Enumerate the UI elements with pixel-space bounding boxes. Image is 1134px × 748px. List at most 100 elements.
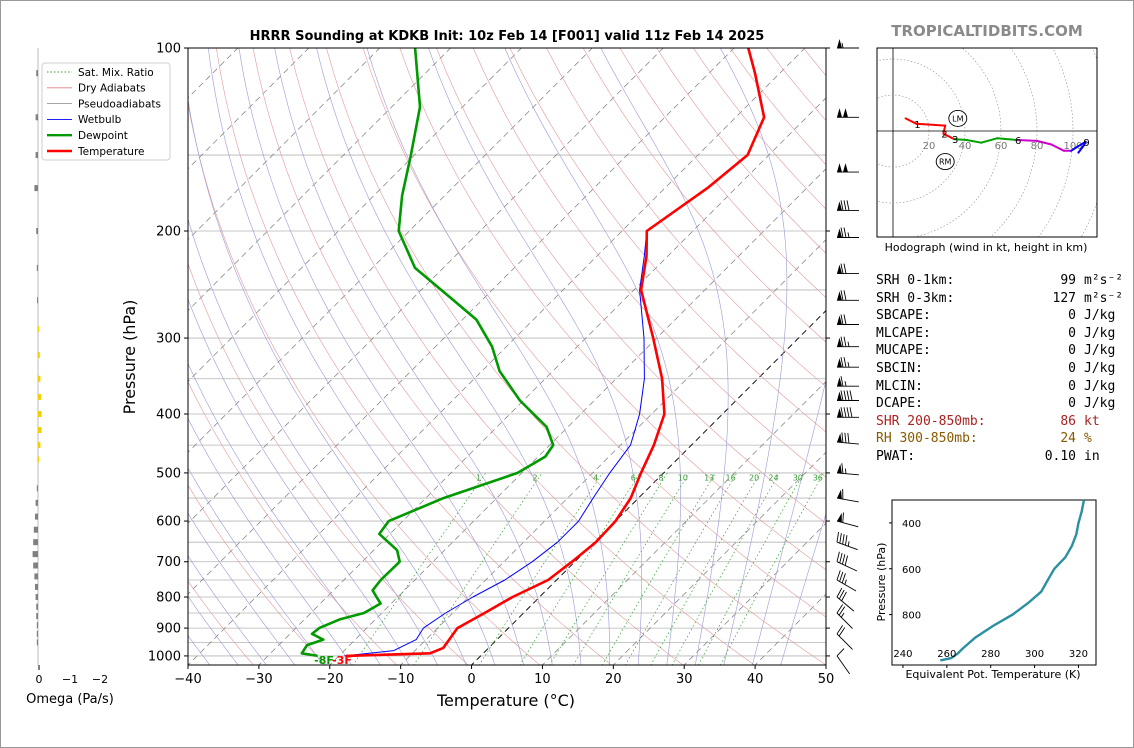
stat-value: 86 xyxy=(1060,413,1076,429)
mixing-ratio-label: 2 xyxy=(532,473,537,482)
barb-half xyxy=(844,468,847,474)
barb-flag xyxy=(837,408,842,418)
hodograph-caption: Hodograph (wind in kt, height in km) xyxy=(885,241,1088,254)
wind-barb xyxy=(836,570,857,592)
barb-half xyxy=(840,612,845,618)
barb-flag xyxy=(837,513,842,523)
dry-adiabat xyxy=(362,48,826,618)
wind-barb xyxy=(837,227,859,238)
x-tick-label: 50 xyxy=(818,672,835,687)
barb-full xyxy=(836,604,844,614)
stat-unit: m²s⁻² xyxy=(1084,290,1124,306)
pseudoadiabat xyxy=(600,48,729,665)
barb-full xyxy=(849,390,853,401)
stat-label: MLCIN: xyxy=(876,378,923,394)
stat-label: SRH 0-1km: xyxy=(876,273,955,288)
omega-bar xyxy=(35,594,38,601)
surface-temperature-label: -3F xyxy=(332,654,352,667)
barb-half xyxy=(847,362,850,368)
stat-unit: J/kg xyxy=(1084,325,1116,341)
hodograph-frame xyxy=(876,47,1098,238)
barb-full xyxy=(843,357,847,368)
omega-bar xyxy=(38,427,42,434)
dry-adiabat xyxy=(436,48,826,524)
omega-bar xyxy=(38,456,40,463)
x-tick-label: −40 xyxy=(174,672,201,687)
omega-bar xyxy=(36,613,38,620)
wind-barb xyxy=(837,200,859,211)
y-tick-label: 900 xyxy=(156,622,181,637)
hodograph-segment xyxy=(904,117,918,125)
isotherm xyxy=(541,380,826,665)
dry-adiabat xyxy=(399,48,826,571)
barb-staff xyxy=(836,596,855,612)
barb-flag xyxy=(837,228,842,238)
thetae-line xyxy=(940,499,1086,662)
wind-barb xyxy=(837,407,859,418)
dry-adiabat xyxy=(546,48,826,388)
hodograph-ring-label: 60 xyxy=(995,141,1008,152)
isotherm xyxy=(683,522,826,665)
mixing-ratio-line xyxy=(478,472,603,665)
barb-full xyxy=(845,535,848,546)
wind-barb xyxy=(836,625,853,650)
pseudoadiabat xyxy=(366,48,610,665)
pseudoadiabat xyxy=(274,48,553,665)
stats-panel: SRH 0-1km: 99 m²s⁻² SRH 0-3km: 127 m²s⁻² SBCAP… xyxy=(876,272,1123,466)
mixing-ratio-line xyxy=(352,472,487,665)
mixing-ratio-label: 36 xyxy=(813,473,823,482)
hodograph-segment xyxy=(1050,143,1065,152)
stat-value: 24 xyxy=(1060,431,1076,447)
hodograph-segment xyxy=(915,122,947,127)
mixing-ratio-line xyxy=(573,472,690,665)
omega-bar xyxy=(38,411,42,418)
barb-half xyxy=(847,341,850,347)
stat-unit: m²s⁻² xyxy=(1084,273,1124,288)
stat-row: MLCAPE: 0 J/kg xyxy=(876,325,1123,343)
dry-adiabat xyxy=(509,48,826,433)
y-tick-label: 400 xyxy=(156,408,181,423)
wind-barb xyxy=(837,390,859,401)
freezing-isotherm xyxy=(470,309,826,665)
barb-full xyxy=(838,589,845,600)
stat-label: SRH 0-3km: xyxy=(876,290,955,306)
mixing-ratio-label: 30 xyxy=(793,473,803,482)
wind-barb xyxy=(836,604,853,629)
stat-row: MUCAPE: 0 J/kg xyxy=(876,342,1123,360)
omega-bar xyxy=(35,114,38,121)
hodograph-ring xyxy=(989,48,1038,237)
barb-full xyxy=(840,263,844,274)
y-tick-label: 100 xyxy=(156,42,181,57)
hodograph-height-label: 2 xyxy=(941,130,947,141)
hodograph-segment xyxy=(942,132,956,141)
omega-bar xyxy=(36,622,38,629)
stat-value: 0 xyxy=(1068,308,1076,324)
series-temperature xyxy=(345,48,766,658)
thetae-x-tick-label: 280 xyxy=(981,649,1000,660)
mixing-ratio-line xyxy=(671,472,780,665)
barb-full xyxy=(840,357,844,368)
legend-box xyxy=(41,62,171,161)
barb-flag xyxy=(837,201,842,211)
pseudoadiabat xyxy=(188,512,296,665)
mixing-ratio-line xyxy=(719,472,824,665)
pseudoadiabat xyxy=(504,48,681,665)
stat-row: SBCIN: 0 J/kg xyxy=(876,360,1123,378)
chart-title: HRRR Sounding at KDKB Init: 10z Feb 14 [… xyxy=(250,29,765,44)
thetae-x-tick-label: 320 xyxy=(1069,649,1088,660)
omega-bar xyxy=(36,603,38,610)
barb-flag xyxy=(837,163,842,173)
omega-bar xyxy=(33,526,38,533)
barb-full xyxy=(838,627,846,637)
stat-value: 0 xyxy=(1068,360,1076,376)
hodograph-segment xyxy=(1077,144,1085,154)
x-tick-label: −30 xyxy=(245,672,272,687)
hodograph-segment xyxy=(1016,139,1038,142)
skewt-panel: 1 2 4 6 8 10 13 16 20 24 30 36 −40 −30 −20 −10 0 10 20 30 4… xyxy=(41,39,859,710)
x-tick-label: −20 xyxy=(316,672,343,687)
y-tick-label: 1000 xyxy=(148,649,181,664)
thetae-y-tick-label: 600 xyxy=(902,565,921,576)
stat-value: 99 xyxy=(1060,273,1076,288)
legend-label: Pseudoadiabats xyxy=(78,98,161,110)
